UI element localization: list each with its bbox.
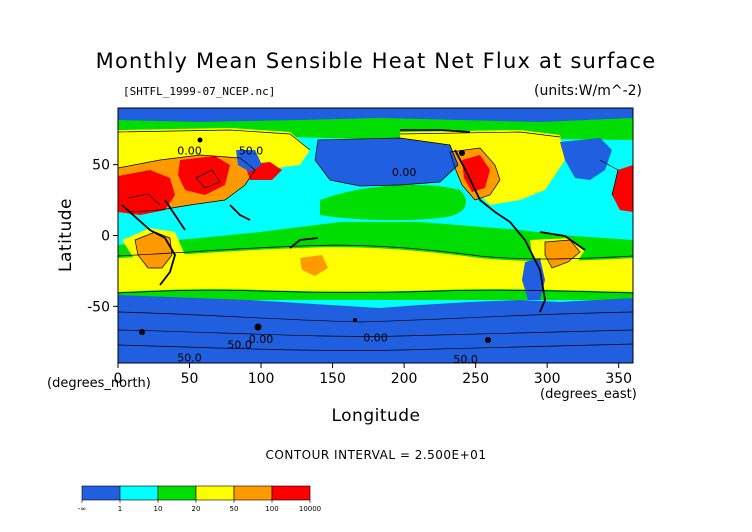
y-tick-label: 0 — [101, 229, 110, 245]
legend-swatch — [157, 485, 197, 501]
x-tick-label: 300 — [534, 371, 561, 387]
region-orange-australia — [300, 255, 328, 276]
contour-label: 50.0 — [227, 339, 252, 352]
region-green-northpacific — [320, 184, 466, 221]
legend-label: 100 — [265, 505, 278, 513]
legend-swatch — [233, 485, 273, 501]
y-axis: 50 0 -50 — [87, 158, 118, 315]
region-orange-samerica — [545, 240, 580, 268]
x-tick-label: 250 — [462, 371, 489, 387]
legend-label: 50 — [230, 505, 239, 513]
contour-label: 0.00 — [177, 145, 202, 158]
region-blue-arctic — [118, 108, 633, 122]
x-tick-label: 100 — [248, 371, 275, 387]
chart-title: Monthly Mean Sensible Heat Net Flux at s… — [96, 49, 657, 73]
region-orange-africa — [135, 232, 172, 268]
region-blue-west-pacific — [236, 150, 262, 172]
x-tick-label: 0 — [114, 371, 123, 387]
region-blue-north-pacific — [315, 138, 458, 186]
y-axis-units: (degrees_north) — [47, 376, 151, 391]
contour-interval: CONTOUR INTERVAL = 2.500E+01 — [266, 448, 487, 462]
legend-label: 20 — [192, 505, 201, 513]
legend-swatch — [81, 485, 121, 501]
x-axis-units: (degrees_east) — [540, 387, 637, 402]
legend-swatch — [119, 485, 159, 501]
color-legend: -∞ 1 10 20 50 100 10000 — [78, 485, 321, 513]
region-red-east-edge — [612, 165, 633, 212]
file-label: [SHTFL_1999-07_NCEP.nc] — [123, 85, 275, 98]
units-label: (units:W/m^-2) — [534, 83, 642, 99]
region-blue-southern-ocean — [118, 295, 633, 322]
region-red-central-asia — [178, 156, 230, 195]
y-tick-label: -50 — [87, 299, 110, 315]
x-tick-label: 350 — [605, 371, 632, 387]
contour-label: 0.00 — [249, 333, 274, 346]
region-yellow-southern — [118, 247, 633, 292]
x-tick-label: 150 — [319, 371, 346, 387]
coastline-traces — [121, 129, 586, 313]
x-axis-title: Longitude — [331, 406, 420, 426]
legend-swatch — [195, 485, 235, 501]
contour-label: 50.0 — [453, 353, 478, 366]
legend-label: 10000 — [299, 505, 321, 513]
x-axis: 0 50 100 150 200 250 300 350 — [114, 363, 632, 387]
y-tick-label: 50 — [92, 158, 110, 174]
legend-label: 10 — [154, 505, 163, 513]
legend-label: -∞ — [78, 505, 86, 513]
contour-label: 50.0 — [239, 145, 264, 158]
contour-label: 0.00 — [363, 332, 388, 345]
y-axis-title: Latitude — [56, 198, 76, 272]
x-tick-label: 50 — [181, 371, 199, 387]
contour-label: 0.00 — [392, 166, 417, 179]
region-blue-north-atlantic — [560, 138, 612, 180]
x-tick-label: 200 — [391, 371, 418, 387]
contour-label: 50.0 — [177, 351, 202, 364]
region-red-namerica — [462, 155, 490, 192]
legend-label: 1 — [118, 505, 122, 513]
legend-swatch — [271, 485, 311, 501]
contour-dense-spots — [139, 137, 491, 343]
region-red-sahara-arabia — [118, 170, 175, 215]
